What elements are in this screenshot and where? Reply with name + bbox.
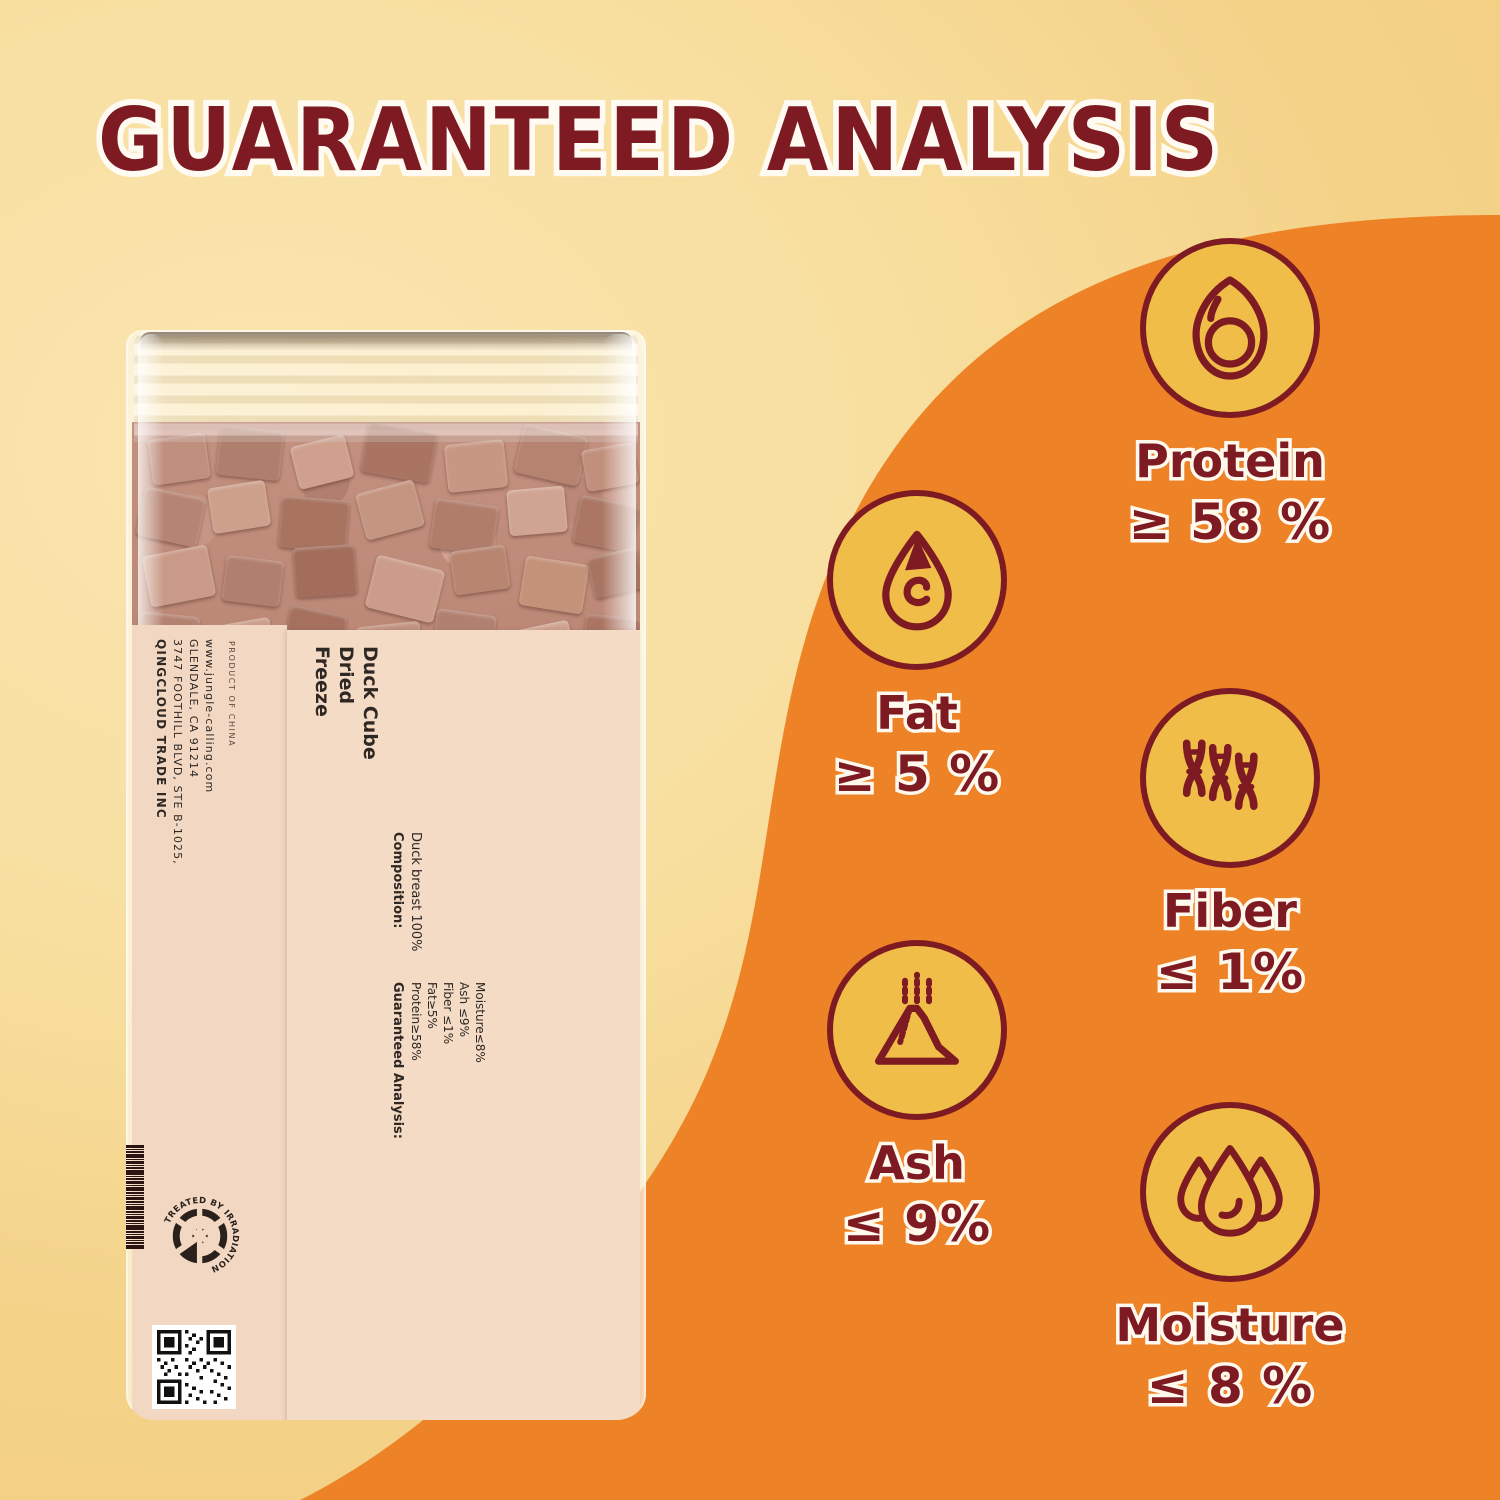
company-website: www.jungle-calling.com bbox=[203, 639, 216, 794]
qr-code bbox=[152, 1325, 236, 1409]
analysis-fat: Fat≥5% bbox=[425, 982, 439, 1029]
badge-protein[interactable]: Protein ≥ 58 % bbox=[1095, 238, 1365, 553]
badge-ash-label: Ash bbox=[866, 1134, 969, 1192]
company-address-line1: 3747 FOOTHILL BLVD, STE B-1025, bbox=[171, 639, 184, 865]
analysis-fiber: Fiber ≤1% bbox=[441, 982, 455, 1045]
product-barcode bbox=[126, 1145, 144, 1295]
badge-protein-circle bbox=[1140, 238, 1320, 418]
analysis-title: Guaranteed Analysis: bbox=[390, 982, 405, 1139]
product-origin: PRODUCT OF CHINA bbox=[227, 641, 236, 748]
badge-fat-value: ≥ 5 % bbox=[830, 742, 1003, 805]
jar-glass-body: QINGCLOUD TRADE INC 3747 FOOTHILL BLVD, … bbox=[126, 330, 646, 1420]
oil-droplet-icon bbox=[882, 530, 952, 631]
product-name-line2: Dried bbox=[335, 646, 357, 705]
product-name-line1: Freeze bbox=[311, 646, 333, 717]
company-name: QINGCLOUD TRADE INC bbox=[154, 639, 168, 819]
badge-ash-value: ≤ 9% bbox=[839, 1192, 993, 1255]
composition-title: Composition: bbox=[390, 832, 405, 929]
badge-fiber[interactable]: Fiber ≤ 1% bbox=[1095, 688, 1365, 1003]
analysis-protein: Protein≥58% bbox=[409, 982, 423, 1061]
composition-value: Duck breast 100% bbox=[408, 832, 423, 952]
badge-protein-value: ≥ 58 % bbox=[1125, 490, 1333, 553]
avocado-icon bbox=[1192, 276, 1268, 380]
product-jar: QINGCLOUD TRADE INC 3747 FOOTHILL BLVD, … bbox=[126, 330, 646, 1420]
analysis-ash: Ash ≤9% bbox=[457, 982, 471, 1037]
product-name-line3: Duck Cube bbox=[359, 646, 381, 760]
label-side-panel: QINGCLOUD TRADE INC 3747 FOOTHILL BLVD, … bbox=[132, 625, 287, 1420]
irradiation-stamp: TREATED BY IRRADIATION bbox=[154, 1190, 246, 1282]
page-title: GUARANTEED ANALYSIS bbox=[93, 84, 1224, 197]
badge-fat-circle bbox=[827, 490, 1007, 670]
label-main-panel: Freeze Dried Duck Cube Composition: Duck… bbox=[287, 630, 640, 1420]
water-droplets-icon bbox=[1177, 1145, 1283, 1237]
badge-moisture[interactable]: Moisture ≤ 8 % bbox=[1095, 1102, 1365, 1417]
badge-ash[interactable]: Ash ≤ 9% bbox=[782, 940, 1052, 1255]
volcano-ash-icon bbox=[875, 971, 959, 1065]
badge-moisture-value: ≤ 8 % bbox=[1143, 1354, 1316, 1417]
analysis-moisture: Moisture≤8% bbox=[473, 982, 487, 1063]
badge-moisture-circle bbox=[1140, 1102, 1320, 1282]
company-address-line2: GLENDALE, CA 91214 bbox=[187, 639, 200, 779]
badge-protein-label: Protein bbox=[1132, 432, 1329, 490]
badge-fiber-circle bbox=[1140, 688, 1320, 868]
title-container: GUARANTEED ANALYSIS bbox=[0, 84, 1320, 197]
jar-lid-shadow bbox=[140, 332, 632, 350]
badge-fat[interactable]: Fat ≥ 5 % bbox=[782, 490, 1052, 805]
fiber-helix-icon bbox=[1182, 739, 1258, 810]
badge-fat-label: Fat bbox=[873, 684, 962, 742]
badge-fiber-value: ≤ 1% bbox=[1152, 940, 1306, 1003]
badge-moisture-label: Moisture bbox=[1112, 1296, 1348, 1354]
badge-ash-circle bbox=[827, 940, 1007, 1120]
badge-fiber-label: Fiber bbox=[1159, 882, 1300, 940]
